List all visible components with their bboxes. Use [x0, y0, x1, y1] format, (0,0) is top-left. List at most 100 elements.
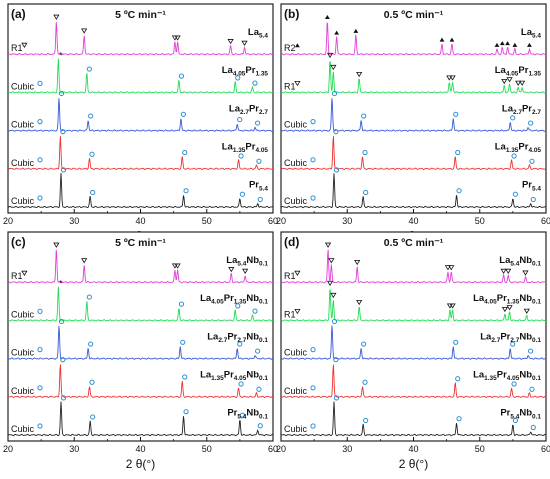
peak-marker [88, 113, 94, 119]
peak-marker [528, 348, 534, 354]
x-tick-label: 50 [475, 216, 485, 226]
sample-label: La4.05​Pr1.35​Nb0.1​ [473, 293, 541, 306]
series-trace: R1 La4.05​Pr1.35​Nb0.1​ [280, 280, 547, 322]
peak-marker [510, 115, 516, 121]
plot-frame [280, 231, 547, 442]
peak-marker [174, 263, 181, 269]
peak-marker [237, 341, 243, 347]
peak-marker [506, 305, 513, 311]
peak-marker [257, 196, 263, 203]
plot-frame [280, 3, 547, 214]
peak-marker [353, 28, 359, 33]
sample-label: La1.35​Pr4.05​Nb0.1​ [200, 369, 268, 382]
peak-marker [456, 188, 462, 194]
peak-marker [326, 52, 334, 59]
xrd-pattern-line [7, 173, 274, 209]
phase-label: Cubic [284, 348, 308, 358]
peak-marker [235, 303, 241, 309]
sample-label: Pr5.4​Nb0.1​ [227, 408, 268, 421]
peak-marker [90, 189, 96, 196]
series-trace: Cubic La1.35​Pr4.05​Nb0.1​ [281, 357, 547, 398]
peak-marker [501, 306, 509, 313]
peak-marker [512, 42, 518, 47]
peak-marker [252, 80, 258, 86]
peak-marker: * [59, 50, 63, 60]
x-tick-label: 30 [69, 444, 79, 454]
series-trace: R2 La5.4​ [280, 15, 546, 56]
x-tick-label: 30 [342, 216, 352, 226]
svg-text:*: * [59, 50, 63, 60]
xrd-pattern-line [7, 98, 274, 132]
peak-marker [60, 357, 66, 363]
xrd-pattern-line [7, 22, 274, 56]
phase-label: Cubic [11, 196, 35, 206]
peak-marker [60, 129, 66, 135]
peak-marker [512, 191, 518, 197]
peak-marker [182, 149, 188, 156]
series-trace: Cubic Pr5.4​Nb0.1​ [7, 395, 274, 437]
xrd-pattern-line [7, 136, 274, 170]
panel-c: (c) 5 ºC min⁻¹ 20 30 40 50 60 2 θ(°) R1 La5.4​Nb0… [3, 231, 278, 471]
phase-label: Cubic [11, 424, 35, 434]
peak-marker [255, 120, 261, 126]
x-tick-label: 20 [276, 216, 286, 226]
peak-marker [361, 113, 367, 119]
xrd-pattern-line [7, 325, 274, 360]
phase-label: Cubic [11, 386, 35, 396]
svg-text:*: * [59, 278, 63, 288]
phase-label: Cubic [11, 81, 35, 91]
peak-marker [88, 341, 94, 347]
peak-marker [453, 111, 459, 117]
series-trace: Cubic La2.7​Pr2.7​Nb0.1​ [7, 318, 274, 360]
x-tick-label: 30 [69, 216, 79, 226]
peak-marker [330, 64, 337, 71]
rate-annotation: 5 ºC min⁻¹ [115, 9, 166, 21]
peak-marker [255, 348, 261, 354]
peak-marker [89, 379, 95, 385]
peak-marker [363, 189, 369, 196]
peak-marker [324, 242, 332, 248]
peak-marker [228, 267, 235, 273]
peak-marker [333, 167, 340, 173]
peak-marker [530, 196, 536, 203]
plot-frame [7, 231, 274, 442]
phase-label: Cubic [11, 309, 35, 319]
peak-marker [333, 129, 339, 135]
peak-marker [333, 357, 339, 363]
xrd-pattern-line [280, 249, 547, 284]
peak-marker [81, 28, 88, 34]
phase-label: R1 [284, 309, 296, 319]
panel-label: (c) [11, 235, 26, 249]
x-axis-label: 2 θ(°) [399, 457, 428, 471]
peak-marker [529, 158, 535, 164]
xrd-pattern-line [280, 98, 547, 132]
sample-label: Pr5.4​Nb0.1​ [500, 408, 541, 421]
peak-marker [333, 395, 340, 401]
peak-marker [506, 77, 513, 83]
x-tick-label: 20 [276, 444, 286, 454]
phase-label: Cubic [284, 120, 308, 130]
peak-marker [235, 75, 241, 81]
series-trace: Cubic La2.7​Pr2.7​ [280, 90, 547, 132]
peak-marker [362, 379, 368, 385]
xrd-pattern-line [280, 289, 547, 322]
series-trace: Cubic La1.35​Pr4.05​Nb0.1​ [7, 357, 274, 398]
x-tick-label: 60 [541, 444, 550, 454]
phase-label: R1 [11, 43, 23, 53]
panel-d: (d) 0.5 ºC min⁻¹ 20 30 40 50 60 2 θ(°) R1 La5.4​N… [276, 231, 550, 471]
peak-marker [252, 308, 258, 314]
peak-marker [328, 258, 335, 264]
peak-marker [527, 42, 532, 47]
sample-label: La5.4​Nb0.1​ [226, 255, 268, 268]
peak-marker [237, 116, 243, 123]
x-tick-label: 50 [202, 444, 212, 454]
rate-annotation: 0.5 ºC min⁻¹ [384, 9, 444, 21]
peak-marker [499, 41, 505, 46]
rate-annotation: 5 ºC min⁻¹ [115, 237, 166, 249]
plot-frame [7, 3, 274, 214]
peak-marker [331, 318, 338, 325]
peak-marker [505, 268, 512, 274]
peak-marker [448, 265, 455, 271]
